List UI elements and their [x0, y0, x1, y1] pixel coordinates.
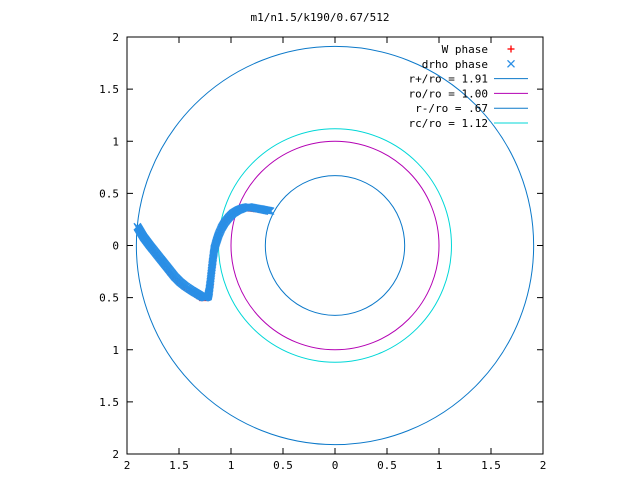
legend-label: r+/ro = 1.91	[409, 73, 488, 86]
legend-label: W phase	[442, 43, 488, 56]
x-tick-label: 1	[436, 459, 443, 472]
y-tick-label: 0.5	[99, 187, 119, 200]
y-tick-label: 0.5	[99, 292, 119, 305]
x-tick-label: 2	[124, 459, 131, 472]
circle-0.67	[264, 175, 406, 316]
drho-phase-point	[266, 207, 275, 216]
y-tick-label: 1	[112, 344, 119, 357]
x-tick-label: 0.5	[273, 459, 293, 472]
chart-title: m1/n1.5/k190/0.67/512	[250, 11, 389, 24]
legend-label: r-/ro = .67	[415, 102, 488, 115]
x-tick-label: 2	[540, 459, 547, 472]
circle-1.12	[218, 128, 452, 363]
drho-phase-point	[507, 59, 515, 68]
x-tick-label: 1.5	[481, 459, 501, 472]
circle-1	[230, 140, 440, 351]
legend-label: drho phase	[422, 58, 488, 71]
data-points	[133, 202, 275, 302]
x-tick-label: 1.5	[169, 459, 189, 472]
x-tick-label: 1	[228, 459, 235, 472]
circle-1.91	[135, 45, 535, 446]
series-x	[133, 202, 275, 302]
y-tick-label: 1	[112, 135, 119, 148]
y-tick-label: 0	[112, 240, 119, 253]
axis-ticks: 2 1.5 1 0.5 0 0.5 1 1.5 221.510.500.511.52	[99, 31, 546, 472]
y-tick-label: 2	[112, 31, 119, 44]
x-tick-label: 0	[332, 459, 339, 472]
y-tick-label: 1.5	[99, 396, 119, 409]
y-tick-label: 2	[112, 448, 119, 461]
legend-label: ro/ro = 1.00	[409, 87, 488, 100]
legend-label: rc/ro = 1.12	[409, 117, 488, 130]
y-tick-label: 1.5	[99, 83, 119, 96]
x-tick-label: 0.5	[377, 459, 397, 472]
